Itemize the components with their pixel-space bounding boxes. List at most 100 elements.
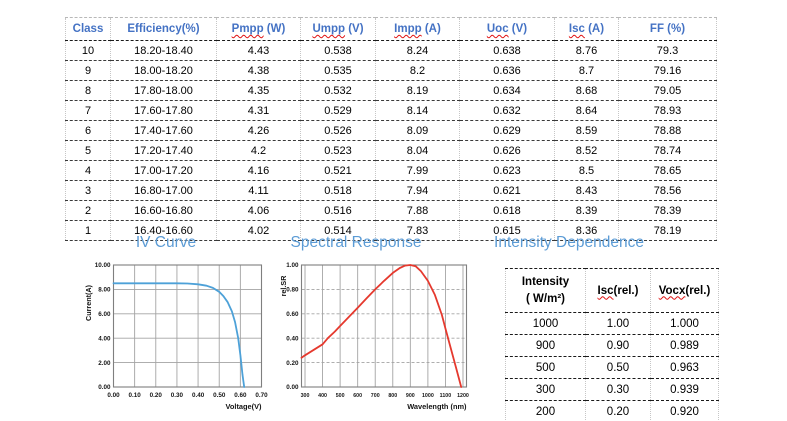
svg-text:rel.SR: rel.SR <box>279 275 288 297</box>
table-cell: 7.94 <box>375 180 460 201</box>
table-cell: 8.19 <box>375 80 460 101</box>
table-row: 1000 1.00 1.000 <box>505 312 719 335</box>
svg-text:4.00: 4.00 <box>98 335 111 342</box>
table-cell: 4.16 <box>216 160 301 181</box>
table-cell: 8.76 <box>554 40 619 61</box>
table-cell: 7 <box>65 100 111 121</box>
svg-text:0.40: 0.40 <box>192 392 205 399</box>
table-cell: 78.65 <box>618 160 717 181</box>
table-cell: 78.74 <box>618 140 717 161</box>
table-row: 500 0.50 0.963 <box>505 356 719 379</box>
table-cell: 8.43 <box>554 180 619 201</box>
table-cell: 1.00 <box>585 312 651 335</box>
table-header-row: Intensity( W/m²) Isc(rel.) Vocx(rel.) <box>505 268 719 313</box>
column-header: Isc (A) <box>554 17 619 41</box>
table-cell: 8.2 <box>375 60 460 81</box>
table-row: 1 16.40-16.60 4.02 0.514 7.83 0.615 8.36 78.19 <box>65 220 717 241</box>
table-cell: 7.83 <box>375 220 460 241</box>
column-header: Intensity( W/m²) <box>505 268 586 313</box>
iv-curve-chart: 0.00 2.00 4.00 6.00 8.00 10.00 0.00 0.10 0.20 0.3… <box>83 258 285 421</box>
table-cell: 4.31 <box>216 100 301 121</box>
table-cell: 5 <box>65 140 111 161</box>
svg-text:500: 500 <box>336 393 345 399</box>
column-header: Impp (A) <box>375 17 460 41</box>
intensity-dependence-title: Intensity Dependence <box>494 234 644 251</box>
column-header: Uoc (V) <box>459 17 555 41</box>
table-cell: 0.529 <box>300 100 376 121</box>
table-cell: 10 <box>65 40 111 61</box>
table-cell: 7.88 <box>375 200 460 221</box>
table-cell: 0.638 <box>459 40 555 61</box>
table-row: 7 17.60-17.80 4.31 0.529 8.14 0.632 8.64 78.93 <box>65 100 717 121</box>
table-cell: 300 <box>505 378 586 401</box>
table-cell: 0.989 <box>650 334 719 357</box>
table-cell: 78.19 <box>618 220 717 241</box>
table-cell: 8.52 <box>554 140 619 161</box>
table-cell: 78.39 <box>618 200 717 221</box>
table-cell: 18.20-18.40 <box>110 40 217 61</box>
table-cell: 17.00-17.20 <box>110 160 217 181</box>
table-cell: 200 <box>505 400 586 421</box>
table-row: 10 18.20-18.40 4.43 0.538 8.24 0.638 8.76 79.3 <box>65 40 717 61</box>
svg-text:0.70: 0.70 <box>255 392 268 399</box>
table-cell: 8.68 <box>554 80 619 101</box>
svg-text:0.00: 0.00 <box>107 392 120 399</box>
spectral-response-chart: 0.00 0.20 0.40 0.60 0.80 1.00 300 400 500 600 700 8… <box>279 258 475 421</box>
table-cell: 0.920 <box>650 400 719 421</box>
column-header: Efficiency(%) <box>110 17 217 41</box>
table-cell: 0.615 <box>459 220 555 241</box>
column-header: Pmpp (W) <box>216 17 301 41</box>
table-cell: 1.000 <box>650 312 719 335</box>
table-row: 6 17.40-17.60 4.26 0.526 8.09 0.629 8.59 78.88 <box>65 120 717 141</box>
svg-text:0.50: 0.50 <box>213 392 226 399</box>
svg-text:0.10: 0.10 <box>129 392 142 399</box>
table-cell: 17.20-17.40 <box>110 140 217 161</box>
column-header: Vocx(rel.) <box>650 268 719 313</box>
table-cell: 7.99 <box>375 160 460 181</box>
table-cell: 0.514 <box>300 220 376 241</box>
table-cell: 8.14 <box>375 100 460 121</box>
table-cell: 4.11 <box>216 180 301 201</box>
table-cell: 0.535 <box>300 60 376 81</box>
table-row: 2 16.60-16.80 4.06 0.516 7.88 0.618 8.39 78.39 <box>65 200 717 221</box>
svg-text:Voltage(V): Voltage(V) <box>226 402 263 411</box>
svg-text:300: 300 <box>301 393 310 399</box>
svg-text:0.20: 0.20 <box>286 360 299 367</box>
table-row: 200 0.20 0.920 <box>505 400 719 421</box>
table-cell: 17.60-17.80 <box>110 100 217 121</box>
table-cell: 78.56 <box>618 180 717 201</box>
table-cell: 16.60-16.80 <box>110 200 217 221</box>
table-cell: 0.526 <box>300 120 376 141</box>
table-cell: 8.5 <box>554 160 619 181</box>
table-row: 4 17.00-17.20 4.16 0.521 7.99 0.623 8.5 78.65 <box>65 160 717 181</box>
table-cell: 0.621 <box>459 180 555 201</box>
table-cell: 0.518 <box>300 180 376 201</box>
table-cell: 79.16 <box>618 60 717 81</box>
table-row: 900 0.90 0.989 <box>505 334 719 357</box>
column-header: Umpp (V) <box>300 17 376 41</box>
spectral-response-plot: 0.00 0.20 0.40 0.60 0.80 1.00 300 400 500 600 700 8… <box>279 262 469 411</box>
svg-text:8.00: 8.00 <box>98 287 111 294</box>
table-row: 5 17.20-17.40 4.2 0.523 8.04 0.626 8.52 78.74 <box>65 140 717 161</box>
intensity-dependence-table: Intensity( W/m²) Isc(rel.) Vocx(rel.) 1000… <box>505 268 719 421</box>
table-cell: 8.24 <box>375 40 460 61</box>
table-cell: 0.516 <box>300 200 376 221</box>
svg-text:700: 700 <box>371 393 380 399</box>
svg-text:900: 900 <box>406 393 415 399</box>
table-cell: 8.36 <box>554 220 619 241</box>
svg-text:400: 400 <box>318 393 327 399</box>
svg-text:1.00: 1.00 <box>286 262 299 269</box>
table-cell: 0.538 <box>300 40 376 61</box>
table-cell: 16.40-16.60 <box>110 220 217 241</box>
svg-text:0.80: 0.80 <box>286 287 299 294</box>
table-cell: 1000 <box>505 312 586 335</box>
table-cell: 4.2 <box>216 140 301 161</box>
table-cell: 900 <box>505 334 586 357</box>
table-cell: 3 <box>65 180 111 201</box>
svg-text:Wavelength (nm): Wavelength (nm) <box>407 402 467 411</box>
table-cell: 79.05 <box>618 80 717 101</box>
table-cell: 0.634 <box>459 80 555 101</box>
table-row: 300 0.30 0.939 <box>505 378 719 401</box>
table-cell: 0.532 <box>300 80 376 101</box>
svg-text:1100: 1100 <box>440 393 452 399</box>
